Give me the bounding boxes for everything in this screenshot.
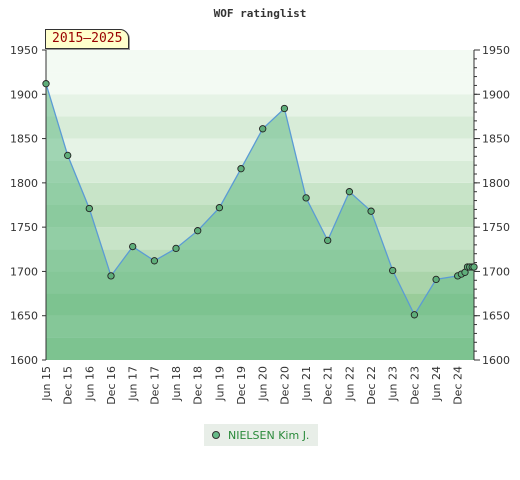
x-tick-label: Jun 18 (170, 366, 183, 402)
data-point (345, 188, 354, 196)
legend-marker (212, 431, 220, 439)
y-tick-label-right: 1750 (482, 221, 510, 234)
x-tick-label: Dec 17 (148, 366, 161, 405)
x-tick-label: Dec 20 (278, 366, 291, 405)
x-tick-label: Dec 23 (408, 366, 421, 405)
y-tick-label-right: 1800 (482, 177, 510, 190)
data-point (432, 275, 440, 284)
x-tick-label: Dec 22 (365, 366, 378, 405)
y-tick-label-right: 1900 (482, 88, 510, 101)
labels-layer: 1600 1600 1650 1650 1700 1700 1750 1750 1800 1800… (10, 44, 510, 405)
x-tick-label: Dec 16 (105, 366, 118, 405)
data-point (215, 204, 224, 212)
x-tick-label: Jun 15 (40, 366, 53, 402)
x-tick-label: Jun 23 (387, 366, 400, 402)
grid-band (46, 72, 474, 95)
x-tick-label: Jun 20 (257, 366, 270, 402)
legend: NIELSEN Kim J. (204, 424, 318, 446)
axes-layer (42, 49, 480, 361)
data-point (85, 204, 93, 213)
period-label: 2015–2025 (45, 29, 130, 49)
y-tick-label-left: 1750 (10, 221, 38, 234)
data-point (237, 165, 245, 173)
y-tick-label-right: 1700 (482, 265, 510, 278)
data-point (367, 207, 375, 215)
x-tick-label: Jun 19 (213, 366, 226, 402)
data-point (410, 311, 419, 319)
legend-label: NIELSEN Kim J. (228, 428, 310, 442)
y-tick-label-left: 1650 (10, 310, 38, 323)
points-layer (42, 80, 478, 319)
data-point (194, 227, 202, 235)
series-area (46, 83, 474, 360)
x-tick-label: Jun 22 (343, 366, 356, 402)
data-point (42, 80, 50, 88)
data-point (470, 263, 478, 271)
y-tick-label-right: 1850 (482, 133, 510, 146)
data-point (107, 272, 115, 280)
data-point (259, 125, 267, 133)
x-tick-label: Jun 21 (300, 366, 313, 402)
data-point (324, 236, 332, 245)
data-point (64, 151, 72, 160)
y-tick-label-right: 1950 (482, 44, 510, 57)
data-point (150, 257, 159, 265)
y-tick-label-left: 1700 (10, 265, 38, 278)
x-tick-label: Jun 17 (127, 366, 140, 402)
data-point (129, 242, 137, 251)
x-tick-label: Jun 24 (430, 366, 443, 402)
data-point (280, 104, 289, 113)
y-tick-label-right: 1600 (482, 354, 510, 367)
chart-title: WOF ratinglist (214, 7, 307, 20)
area-layer (46, 83, 474, 360)
x-tick-label: Dec 19 (235, 366, 248, 405)
y-tick-label-right: 1650 (482, 310, 510, 323)
x-tick-label: Dec 24 (452, 366, 465, 405)
y-tick-label-left: 1950 (10, 44, 38, 57)
data-point (389, 266, 397, 275)
x-tick-label: Dec 18 (192, 366, 205, 405)
data-point (172, 244, 180, 253)
x-tick-label: Dec 21 (322, 366, 335, 405)
grid-band (46, 94, 474, 117)
y-tick-label-left: 1850 (10, 133, 38, 146)
y-tick-label-left: 1900 (10, 88, 38, 101)
y-tick-label-left: 1600 (10, 354, 38, 367)
x-tick-label: Jun 16 (83, 366, 96, 402)
data-point (302, 194, 310, 202)
grid-band (46, 50, 474, 73)
y-tick-label-left: 1800 (10, 177, 38, 190)
x-tick-label: Dec 15 (62, 366, 75, 405)
